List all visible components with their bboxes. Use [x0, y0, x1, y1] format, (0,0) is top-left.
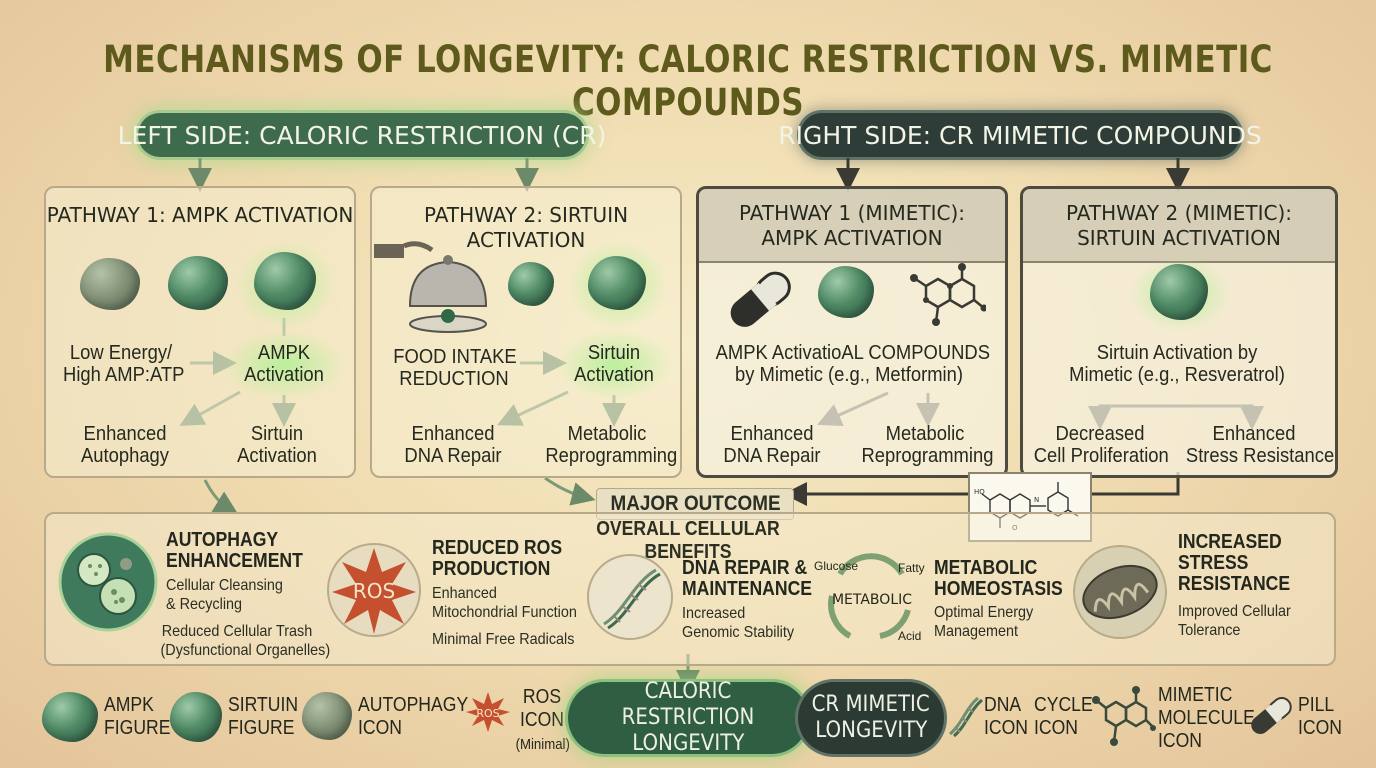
resveratrol-structure-icon: HO N O: [968, 472, 1092, 542]
panel-heading: PATHWAY 2: SIRTUIN ACTIVATION: [423, 203, 629, 252]
dna-icon: [587, 554, 673, 640]
outcome-autophagy-desc2: Reduced Cellular Trash (Dysfunctional Org…: [160, 623, 331, 659]
p3-output-dna: Enhanced DNA Repair: [723, 423, 821, 467]
dna-icon: [948, 696, 984, 738]
major-outcome-label: MAJOR OUTCOME: [596, 488, 794, 520]
panel-heading: PATHWAY 2 (MIMETIC): SIRTUIN ACTIVATION: [1065, 201, 1293, 250]
outcome-ros-desc2: Minimal Free Radicals: [432, 631, 575, 648]
pill-icon: [730, 271, 791, 327]
outcome-stress-desc: Improved Cellular Tolerance: [1178, 603, 1291, 639]
sirtuin-figure-icon: [170, 692, 222, 742]
p2-output-dna: Enhanced DNA Repair: [404, 423, 502, 467]
ros-icon: ROS: [327, 543, 421, 637]
outcome-autophagy-title: AUTOPHAGY ENHANCEMENT: [166, 529, 303, 572]
banner-cr-mimetic: RIGHT SIDE: CR MIMETIC COMPOUNDS: [778, 113, 1262, 157]
autophagy-icon: [58, 532, 158, 632]
sirtuin-activated-icon: [588, 256, 646, 310]
final-cr-longevity: CALORIC RESTRICTION LONGEVITY: [568, 679, 808, 756]
glow-effect: [222, 330, 346, 400]
legend-ampk: AMPK FIGURE: [104, 694, 171, 739]
autophagy-icon: [302, 692, 352, 740]
svg-text:O: O: [1012, 524, 1018, 532]
panel-pathway2-mimetic: PATHWAY 2 (MIMETIC): SIRTUIN ACTIVATION: [1020, 186, 1338, 478]
sirtuin-figure-icon: [508, 262, 554, 306]
p3-center-text: AMPK ActivatioAL COMPOUNDS by Mimetic (e.…: [715, 342, 990, 386]
panel-pathway1-mimetic: PATHWAY 1 (MIMETIC): AMPK ACTIVATION: [696, 186, 1008, 478]
svg-text:N: N: [1034, 496, 1039, 504]
legend-sirtuin: SIRTUIN FIGURE: [228, 694, 299, 739]
svg-text:Acid: Acid: [898, 629, 921, 643]
p1-center-text: AMPK Activation: [244, 342, 324, 386]
p3-output-metabolic: Metabolic Reprogramming: [861, 423, 994, 467]
p2-output-metabolic: Metabolic Reprogramming: [545, 423, 678, 467]
p4-output-proliferation: Decreased Cell Proliferation: [1033, 423, 1169, 467]
svg-text:Fatty: Fatty: [898, 561, 925, 575]
svg-text:Glucose: Glucose: [814, 559, 858, 573]
ampk-figure-icon: [42, 692, 98, 742]
svg-text:METABOLIC: METABOLIC: [832, 592, 912, 608]
mitochondria-icon: [1073, 545, 1167, 639]
panel-heading: PATHWAY 1 (MIMETIC): AMPK ACTIVATION: [738, 201, 966, 250]
p4-center-text: Sirtuin Activation by Mimetic (e.g., Resv…: [1069, 342, 1285, 386]
ampk-figure-icon: [80, 258, 140, 310]
p2-input-text: FOOD INTAKE REDUCTION: [393, 346, 517, 390]
p4-output-stress: Enhanced Stress Resistance: [1185, 423, 1335, 467]
p1-output-sirtuin: Sirtuin Activation: [237, 423, 317, 467]
panel-heading: PATHWAY 1: AMPK ACTIVATION: [46, 203, 354, 227]
food-cloche-icon: [374, 241, 488, 333]
svg-text:ROS: ROS: [476, 707, 499, 720]
cycle-icon: METABOLIC Glucose Fatty Acid: [814, 553, 925, 643]
outcome-dna-title: DNA REPAIR & MAINTENANCE: [682, 557, 813, 600]
ampk-figure-icon: [168, 256, 228, 310]
legend-cycle: CYCLE ICON: [1034, 694, 1093, 739]
mimetic-molecule-icon: [1092, 686, 1156, 746]
ampk-figure-icon: [818, 266, 874, 318]
ampk-activated-icon: [254, 252, 316, 310]
outcome-autophagy-desc: Cellular Cleansing & Recycling: [166, 577, 283, 613]
p2-center-text: Sirtuin Activation: [574, 342, 654, 386]
ros-icon: ROS: [466, 692, 510, 732]
svg-text:HO: HO: [974, 488, 985, 496]
outcome-stress-title: INCREASED STRESS RESISTANCE: [1178, 531, 1291, 595]
legend-autophagy: AUTOPHAGY ICON: [358, 694, 469, 739]
glow-effect: [556, 330, 674, 400]
legend-mimetic: MIMETIC MOLECULE ICON: [1158, 684, 1255, 752]
legend-pill: PILL ICON: [1298, 694, 1342, 739]
pill-icon: [1251, 697, 1292, 734]
outcome-metabolic-desc: Optimal Energy Management: [934, 604, 1034, 640]
legend-ros: ROS ICON (Minimal): [515, 686, 570, 753]
p1-output-autophagy: Enhanced Autophagy: [80, 423, 169, 467]
panel-pathway1-ampk: PATHWAY 1: AMPK ACTIVATION: [44, 186, 356, 478]
svg-text:ROS: ROS: [353, 579, 395, 603]
outcome-ros-title: REDUCED ROS PRODUCTION: [432, 537, 563, 580]
major-outcome-sublabel: OVERALL CELLULAR BENEFITS: [596, 518, 780, 563]
p1-input-text: Low Energy/High AMP:ATP: [63, 342, 185, 386]
outcome-ros-desc: Enhanced Mitochondrial Function: [432, 585, 577, 621]
final-mimetic-longevity: CR MIMETIC LONGEVITY: [798, 682, 944, 754]
sirtuin-figure-icon: [1150, 264, 1208, 320]
legend-dna: DNA ICON: [984, 694, 1028, 739]
page-title: MECHANISMS OF LONGEVITY: CALORIC RESTRIC…: [103, 38, 1273, 124]
mimetic-molecule-icon: [910, 263, 986, 326]
banner-caloric-restriction: LEFT SIDE: CALORIC RESTRICTION (CR): [118, 113, 606, 157]
outcome-metabolic-title: METABOLIC HOMEOSTASIS: [934, 557, 1063, 600]
outcome-dna-desc: Increased Genomic Stability: [682, 605, 795, 641]
